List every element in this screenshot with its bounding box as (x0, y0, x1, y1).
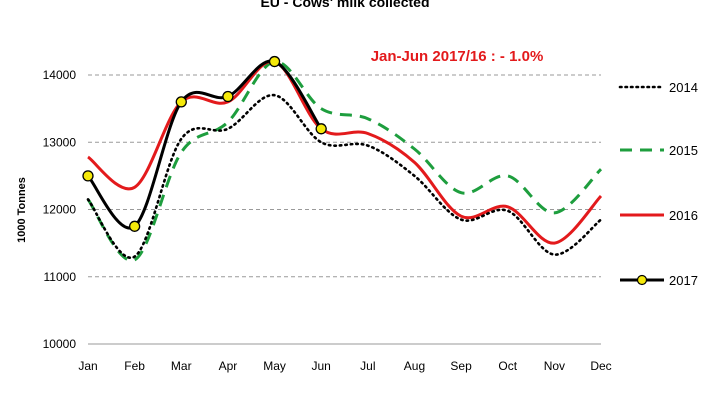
series-line-2015 (86, 60, 603, 262)
legend-label: 2016 (669, 208, 698, 223)
x-tick-label: Feb (124, 359, 145, 373)
y-tick-label: 14000 (43, 68, 77, 82)
chart-annotation: Jan-Jun 2017/16 : - 1.0% (371, 48, 544, 65)
x-tick-label: Dec (590, 359, 611, 373)
y-tick-label: 10000 (43, 337, 77, 351)
legend-label: 2015 (669, 143, 698, 158)
x-tick-label: Nov (544, 359, 565, 373)
point-2017-Jan (82, 170, 94, 182)
series-line-2016 (87, 60, 603, 245)
series-line-2014 (86, 93, 603, 259)
x-tick-label: Jun (312, 359, 331, 373)
legend-item-2017: 2017 (620, 273, 698, 288)
x-tick-label: Jul (360, 359, 375, 373)
x-tick-label: Oct (498, 359, 517, 373)
x-tick-label: Aug (404, 359, 425, 373)
point-2017-Apr (222, 90, 234, 103)
legend-label: 2017 (669, 273, 698, 288)
y-axis-label: 1000 Tonnes (16, 177, 28, 243)
series-2014 (86, 93, 603, 259)
point-2017-Jun (315, 123, 327, 135)
legend: 2014 2015 2016 2017 (618, 80, 698, 288)
series (82, 55, 603, 262)
y-tick-label: 12000 (43, 203, 77, 217)
point-2017-Mar (175, 96, 187, 108)
y-tick-label: 11000 (44, 270, 77, 284)
legend-label: 2014 (669, 80, 698, 95)
point-2017-Feb (128, 220, 141, 232)
series-2015 (86, 60, 603, 262)
x-tick-label: Mar (171, 359, 192, 373)
series-line-2017 (86, 59, 323, 230)
x-tick-label: Sep (450, 359, 472, 373)
x-tick-label: May (263, 359, 286, 373)
legend-marker (636, 274, 648, 286)
series-2016 (87, 60, 603, 245)
x-tick-label: Jan (78, 359, 97, 373)
axes: 10000 11000 12000 13000 14000 Jan Feb Mar Apr May… (43, 68, 612, 373)
y-tick-label: 13000 (43, 135, 77, 149)
point-2017-May (268, 55, 281, 68)
x-tick-label: Apr (219, 359, 238, 373)
legend-item-2015: 2015 (620, 143, 698, 158)
legend-item-2014: 2014 (618, 80, 698, 95)
legend-item-2016: 2016 (620, 208, 698, 223)
series-2017 (82, 55, 327, 232)
chart-title: EU - Cows' milk collected (260, 0, 429, 10)
